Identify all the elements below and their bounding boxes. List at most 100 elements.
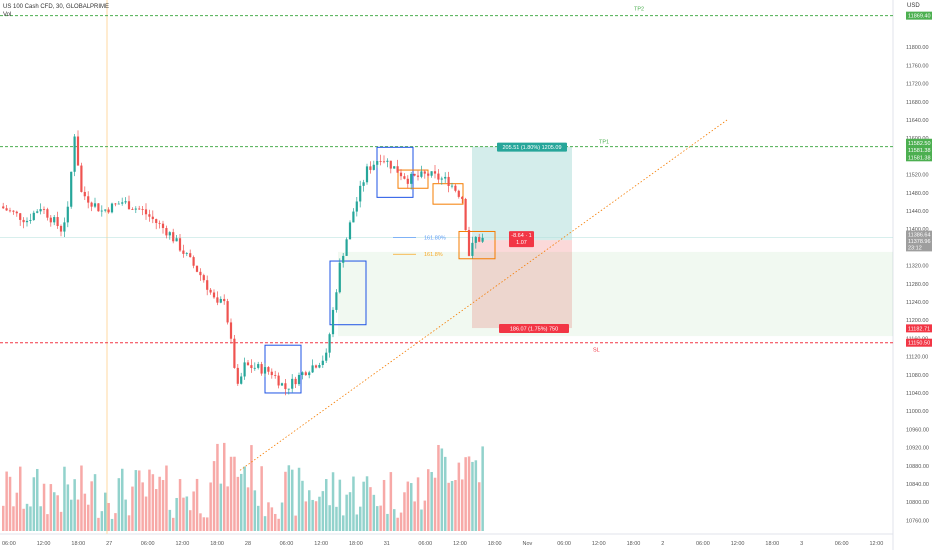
volume-bar — [359, 506, 362, 531]
volume-bar — [240, 473, 243, 531]
volume-bar — [280, 502, 284, 531]
candle-body — [148, 214, 151, 217]
volume-bar — [406, 481, 410, 531]
candle-body — [212, 292, 216, 298]
volume-bar — [134, 470, 138, 531]
volume-bar — [478, 482, 481, 531]
candle-body — [386, 160, 389, 162]
price-tag-label: 11150.50 — [908, 341, 930, 347]
candle-body — [297, 374, 301, 385]
price-tick-label: 11480.00 — [906, 191, 929, 197]
candle-body — [348, 222, 352, 240]
volume-bar — [325, 479, 328, 531]
volume-bar — [447, 482, 450, 531]
volume-bar — [202, 517, 206, 531]
volume-bar — [5, 471, 8, 531]
candle-body — [19, 213, 22, 220]
candle-body — [352, 211, 355, 223]
candle-body — [413, 173, 416, 176]
candle-body — [263, 367, 267, 374]
price-tick-label: 10960.00 — [906, 427, 929, 433]
volume-bar — [267, 502, 270, 531]
candle-body — [389, 160, 392, 169]
candle-body — [311, 365, 314, 373]
candle-body — [22, 219, 25, 223]
candle-body — [406, 178, 409, 184]
volume-bar — [348, 492, 352, 531]
volume-bar — [287, 465, 291, 531]
candle-body — [420, 171, 423, 177]
candle-body — [233, 338, 236, 368]
candle-body — [195, 265, 199, 272]
stop-label: 186.07 (1.75%) 750 — [510, 327, 558, 333]
price-tick-label: 11640.00 — [906, 118, 929, 124]
candle-body — [83, 191, 86, 197]
candle-body — [131, 209, 134, 210]
candle-body — [257, 364, 260, 368]
candle-body — [471, 242, 474, 256]
price-tag-label: 11378.96 — [908, 239, 931, 245]
candle-body — [287, 388, 290, 390]
volume-bar — [274, 513, 277, 531]
candle-body — [335, 292, 338, 310]
candle-body — [291, 378, 294, 389]
volume-bar — [144, 496, 148, 531]
candle-body — [331, 309, 335, 335]
price-tick-label: 11240.00 — [906, 300, 929, 306]
chart-header: US 100 Cash CFD, 30, GLOBALPRIME Vol — [3, 3, 109, 19]
volume-bar — [141, 482, 144, 531]
volume-bar — [158, 476, 161, 531]
price-tick-label: 11680.00 — [906, 100, 929, 106]
candle-body — [403, 176, 406, 179]
candle-body — [46, 209, 49, 218]
candle-body — [138, 208, 141, 210]
volume-bar — [416, 477, 420, 531]
candle-body — [304, 372, 307, 376]
price-tick-label: 10920.00 — [906, 446, 929, 452]
candle-body — [430, 171, 433, 176]
volume-bar — [277, 518, 280, 531]
volume-bar — [365, 476, 369, 531]
symbol-title: US 100 Cash CFD, 30, GLOBALPRIME — [3, 4, 110, 10]
volume-bar — [165, 465, 168, 531]
candle-body — [267, 367, 270, 372]
volume-bar — [25, 503, 29, 531]
candle-body — [2, 206, 5, 209]
price-tick-label: 10880.00 — [906, 464, 929, 470]
candle-body — [59, 226, 63, 232]
volume-bar — [19, 466, 22, 531]
price-tag-label: 11581.38 — [908, 148, 931, 154]
candle-body — [280, 383, 284, 386]
candle-body — [5, 208, 8, 211]
candle-body — [427, 173, 430, 176]
volume-bar — [63, 466, 66, 531]
candle-body — [478, 236, 481, 242]
volume-bar — [223, 442, 226, 531]
price-tick-label: 10800.00 — [906, 500, 929, 506]
volume-bar — [420, 509, 423, 531]
candle-body — [8, 210, 12, 212]
candle-body — [301, 372, 304, 375]
candle-body — [175, 238, 178, 242]
volume-bar — [226, 486, 229, 531]
volume-bar — [369, 487, 372, 531]
volume-bar — [328, 505, 331, 531]
volume-bar — [107, 503, 110, 531]
volume-bar — [199, 513, 202, 531]
time-tick-label: 06:00 — [696, 541, 710, 547]
price-tick-label: 10760.00 — [906, 518, 929, 524]
price-tag — [906, 338, 932, 347]
volume-bar — [437, 444, 440, 531]
volume-bar — [155, 489, 158, 531]
candle-body — [42, 209, 46, 210]
volume-bar — [42, 483, 46, 531]
time-tick-label: 3 — [800, 541, 803, 547]
candle-body — [15, 211, 18, 214]
volume-bar — [127, 515, 131, 531]
candle-body — [396, 166, 399, 173]
volume-bar — [80, 465, 83, 531]
volume-bar — [342, 515, 345, 531]
volume-bar — [161, 480, 165, 531]
